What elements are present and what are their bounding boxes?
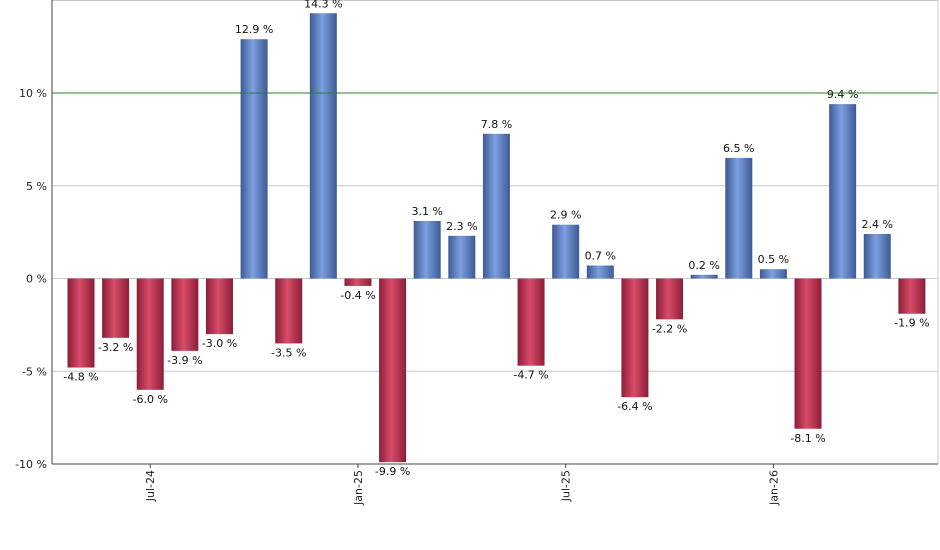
data-label: -0.4 %: [340, 289, 375, 302]
bar: [205, 278, 233, 335]
bar: [621, 278, 649, 398]
bar: [656, 278, 684, 320]
data-label: -4.7 %: [513, 369, 548, 382]
data-label: -3.0 %: [202, 337, 237, 350]
x-tick-label: Jul-24: [144, 470, 157, 502]
bar: [136, 278, 164, 390]
data-label: 2.3 %: [446, 220, 477, 233]
bar: [413, 220, 441, 279]
data-label: 6.5 %: [723, 142, 754, 155]
data-label: -3.2 %: [98, 341, 133, 354]
bar: [829, 104, 857, 279]
y-tick-label: 0 %: [26, 273, 47, 286]
bars: [67, 13, 926, 463]
bar: [586, 265, 614, 279]
data-label: 9.4 %: [827, 88, 858, 101]
y-tick-label: -5 %: [22, 365, 47, 378]
bar: [759, 269, 787, 279]
bar: [171, 278, 199, 351]
bar: [309, 13, 337, 279]
data-label: -1.9 %: [894, 317, 929, 330]
bar: [690, 274, 718, 279]
bar: [67, 278, 95, 368]
bar: [102, 278, 130, 338]
y-tick-label: 10 %: [19, 87, 47, 100]
bar: [725, 157, 753, 279]
y-tick-label: 5 %: [26, 180, 47, 193]
data-label: -3.9 %: [167, 354, 202, 367]
bar: [794, 278, 822, 429]
bar: [344, 278, 372, 286]
data-label: 14.3 %: [304, 0, 342, 10]
data-label: -9.9 %: [375, 465, 410, 478]
bar: [379, 278, 407, 463]
x-tick-label: Jan-26: [767, 470, 780, 506]
bar: [517, 278, 545, 366]
data-label: -6.4 %: [617, 400, 652, 413]
data-label: 2.9 %: [550, 209, 581, 222]
axes: -10 % -5 % 0 % 5 % 10 % Jul-24 Jan-25 Jul-25 Jan…: [15, 0, 939, 506]
x-tick-label: Jan-25: [352, 470, 365, 506]
data-label: 12.9 %: [235, 23, 273, 36]
data-label: -2.2 %: [652, 322, 687, 335]
data-label: 0.2 %: [688, 259, 719, 272]
bar: [863, 233, 891, 279]
bar-labels: -4.8 % -3.2 % -6.0 % -3.9 %-3.0 % 12.9 % -3.5…: [63, 0, 929, 478]
data-label: 0.7 %: [585, 250, 616, 263]
data-label: 2.4 %: [862, 218, 893, 231]
bar: [240, 39, 268, 279]
x-tick-label: Jul-25: [560, 470, 573, 502]
y-tick-label: -10 %: [15, 458, 47, 471]
bar: [275, 278, 303, 344]
bar: [448, 235, 476, 279]
data-label: -4.8 %: [63, 371, 98, 384]
data-label: -3.5 %: [271, 346, 306, 359]
bar: [482, 133, 510, 279]
bar: [898, 278, 926, 314]
data-label: -6.0 %: [133, 393, 168, 406]
data-label: -8.1 %: [790, 432, 825, 445]
bar: [552, 224, 580, 279]
data-label: 3.1 %: [411, 205, 442, 218]
data-label: 7.8 %: [481, 118, 512, 131]
data-label: 0.5 %: [758, 253, 789, 266]
